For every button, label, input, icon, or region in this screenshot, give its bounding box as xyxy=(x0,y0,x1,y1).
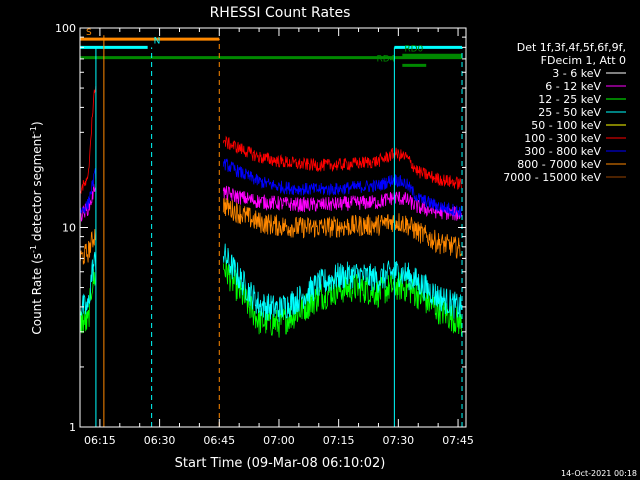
interval-label: N xyxy=(154,36,161,46)
series-line xyxy=(80,279,97,345)
y-tick-label: 10 xyxy=(62,222,76,235)
x-tick-label: 07:15 xyxy=(323,434,355,447)
series-line xyxy=(222,243,462,323)
x-axis-label: Start Time (09-Mar-08 06:10:02) xyxy=(175,456,386,471)
series-300to800keV xyxy=(80,158,462,218)
x-tick-label: 06:15 xyxy=(84,434,116,447)
legend-entry-label: 100 - 300 keV xyxy=(524,132,601,145)
legend-entry-label: 6 - 12 keV xyxy=(545,80,601,93)
footer-date: 14-Oct-2021 00:18 xyxy=(561,469,637,478)
y-axis: 1 10 100 xyxy=(55,22,466,434)
x-tick-label: 07:00 xyxy=(263,434,295,447)
series-line xyxy=(80,251,97,316)
interval-bars: S N RD0 RD4 xyxy=(80,28,463,67)
series-line xyxy=(222,158,462,218)
x-tick-label: 07:30 xyxy=(382,434,414,447)
x-tick-label: 06:45 xyxy=(203,434,235,447)
legend-entry-label: 25 - 50 keV xyxy=(538,106,601,119)
series-layer xyxy=(80,86,462,354)
legend-entry-label: 12 - 25 keV xyxy=(538,93,601,106)
series-line xyxy=(222,196,462,259)
legend-entry-label: 300 - 800 keV xyxy=(524,145,601,158)
legend-entry-label: 7000 - 15000 keV xyxy=(503,171,601,184)
legend-header: Det 1f,3f,4f,5f,6f,9f, xyxy=(517,41,626,54)
series-line xyxy=(80,184,96,222)
series-25to50keV xyxy=(80,243,462,323)
chart-title: RHESSI Count Rates xyxy=(210,5,351,21)
legend-entry-label: 50 - 100 keV xyxy=(531,119,601,132)
legend-header: FDecim 1, Att 0 xyxy=(541,54,626,67)
x-tick-label: 07:45 xyxy=(442,434,474,447)
interval-label: S xyxy=(86,28,92,38)
series-line xyxy=(222,135,462,190)
series-line xyxy=(80,86,97,195)
vertical-markers xyxy=(95,35,463,427)
interval-label: RD0 xyxy=(404,44,423,54)
interval-label: RD4 xyxy=(376,54,395,64)
legend-entry-label: 800 - 7000 keV xyxy=(517,158,601,171)
series-line xyxy=(80,229,97,265)
x-tick-label: 06:30 xyxy=(144,434,176,447)
y-axis-label: Count Rate (s-1 detector segment-1) xyxy=(29,121,44,334)
y-tick-label: 100 xyxy=(55,22,76,35)
legend: Det 1f,3f,4f,5f,6f,9f,FDecim 1, Att 03 -… xyxy=(503,41,626,184)
y-tick-label: 1 xyxy=(69,421,76,434)
series-100to300keV xyxy=(80,86,462,195)
x-axis: 06:15 06:30 06:45 07:00 07:15 07:30 07:45 xyxy=(79,28,474,447)
legend-entry-label: 3 - 6 keV xyxy=(552,67,601,80)
series-800to7000keV xyxy=(80,196,462,265)
series-line xyxy=(222,185,462,221)
series-6to12keV xyxy=(80,184,462,222)
series-line xyxy=(80,168,97,217)
